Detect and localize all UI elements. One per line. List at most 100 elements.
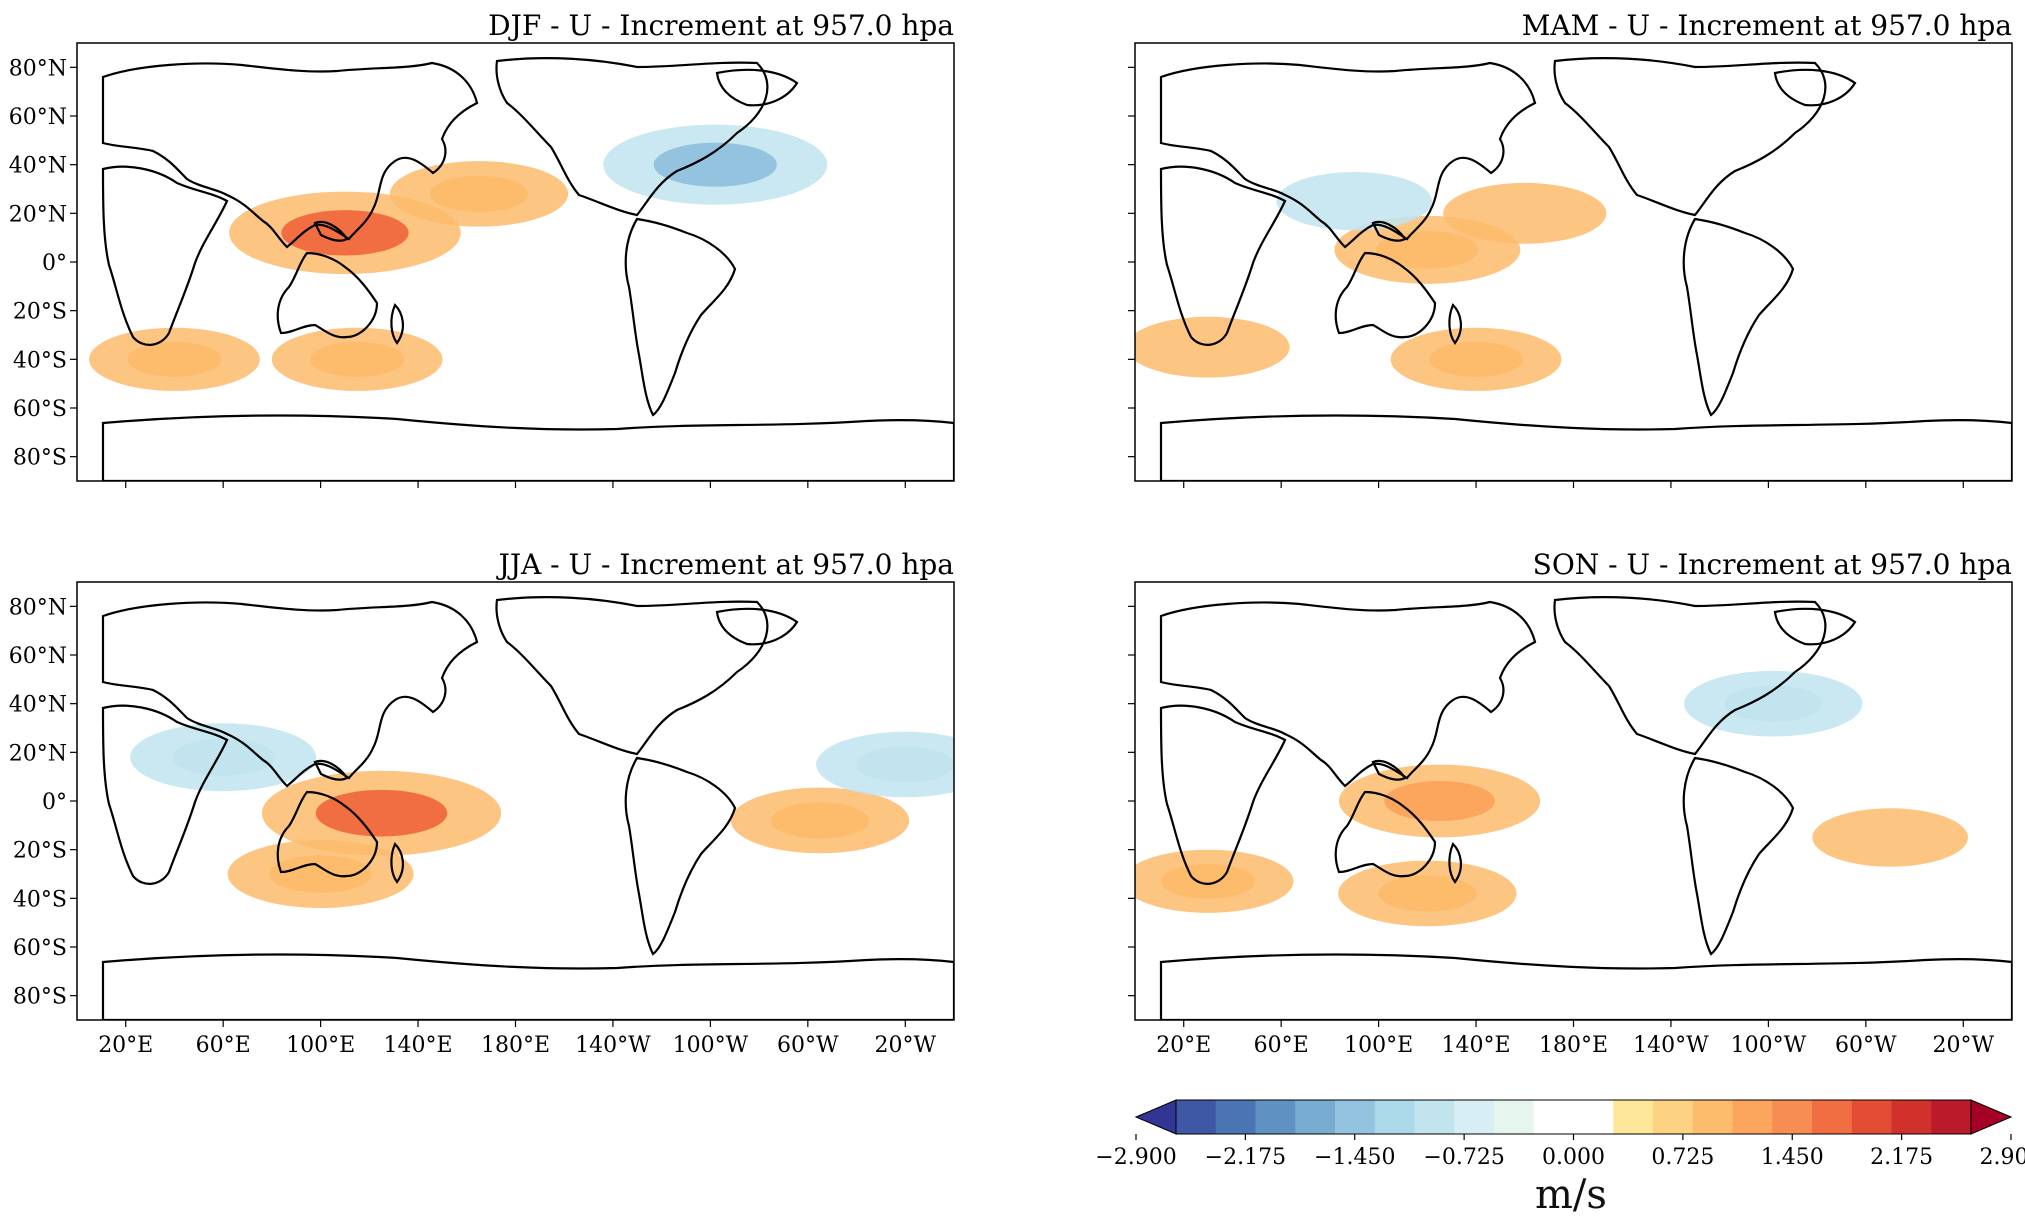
colorbar-segment: [1176, 1100, 1217, 1134]
colorbar-extend-low: [1134, 1099, 1177, 1135]
colorbar-segment: [1692, 1100, 1733, 1134]
colorbar-segment: [1732, 1100, 1773, 1134]
increment-blob: [1812, 808, 1968, 867]
colorbar-segment: [1414, 1100, 1455, 1134]
lon-tick-label: 60°W: [1835, 1033, 1897, 1058]
increment-field: [1135, 171, 1607, 391]
increment-blob: [1276, 171, 1433, 231]
lat-tick-label: 60°S: [13, 936, 67, 961]
panel-title: DJF - U - Increment at 957.0 hpa: [488, 9, 954, 42]
colorbar-extend-high: [1970, 1099, 2013, 1135]
panel-title: SON - U - Increment at 957.0 hpa: [1533, 548, 2012, 581]
increment-core: [429, 175, 529, 212]
lat-tick-label: 60°N: [9, 644, 67, 669]
lat-tick-label: 20°S: [13, 300, 67, 325]
lon-tick-label: 140°E: [1442, 1033, 1511, 1058]
increment-core: [653, 142, 777, 187]
lat-tick-label: 60°S: [13, 397, 67, 422]
increment-core: [281, 210, 409, 256]
lon-tick-label: 20°E: [1156, 1033, 1211, 1058]
increment-field: [130, 723, 954, 908]
colorbar-segment: [1454, 1100, 1495, 1134]
colorbar-tick-label: 1.450: [1761, 1145, 1824, 1170]
colorbar-tick-label: 0.725: [1651, 1145, 1714, 1170]
lon-tick-label: 100°W: [1731, 1033, 1807, 1058]
colorbar-segment: [1931, 1100, 1972, 1134]
increment-core: [1724, 685, 1823, 722]
lon-tick-label: 140°E: [384, 1033, 453, 1058]
lon-tick-label: 140°W: [1633, 1033, 1709, 1058]
lon-tick-label: 60°W: [777, 1033, 839, 1058]
lon-tick-label: 20°E: [98, 1033, 153, 1058]
lat-tick-label: 20°N: [9, 202, 67, 227]
colorbar-segment: [1533, 1100, 1574, 1134]
colorbar-segment: [1613, 1100, 1654, 1134]
colorbar-segment: [1335, 1100, 1376, 1134]
colorbar-segment: [1295, 1100, 1336, 1134]
lon-tick-label: 100°E: [1344, 1033, 1413, 1058]
lat-tick-label: 80°N: [9, 595, 67, 620]
lat-tick-label: 0°: [42, 790, 67, 815]
increment-core: [310, 341, 405, 377]
colorbar-segment: [1255, 1100, 1296, 1134]
map-background: [77, 43, 954, 481]
map-background: [1135, 43, 2012, 481]
colorbar-tick-label: −1.450: [1314, 1145, 1395, 1170]
increment-core: [1376, 231, 1479, 269]
increment-core: [856, 746, 954, 783]
colorbar-segment: [1891, 1100, 1932, 1134]
lat-tick-label: 20°N: [9, 741, 67, 766]
colorbar-tick-label: −2.900: [1095, 1145, 1176, 1170]
lon-tick-label: 140°W: [575, 1033, 651, 1058]
increment-blob: [1135, 316, 1290, 378]
lat-tick-label: 80°N: [9, 56, 67, 81]
lon-tick-label: 100°W: [673, 1033, 749, 1058]
lat-tick-label: 80°S: [13, 985, 67, 1010]
panel-title: MAM - U - Increment at 957.0 hpa: [1522, 9, 2012, 42]
colorbar-segment: [1812, 1100, 1853, 1134]
increment-field: [1135, 670, 1968, 927]
lon-tick-label: 100°E: [286, 1033, 355, 1058]
map-background: [1135, 582, 2012, 1020]
lat-tick-label: 20°S: [13, 839, 67, 864]
colorbar-segment: [1653, 1100, 1694, 1134]
increment-core: [315, 789, 448, 837]
map-panel-jja: JJA - U - Increment at 957.0 hpa 80°N 60°N…: [9, 548, 955, 1058]
lon-tick-label: 60°E: [1254, 1033, 1309, 1058]
lon-tick-label: 20°W: [874, 1033, 936, 1058]
colorbar-tick-label: 2.175: [1870, 1145, 1933, 1170]
colorbar-tick-label: 0.000: [1542, 1145, 1605, 1170]
increment-core: [269, 855, 372, 893]
map-panel-mam: MAM - U - Increment at 957.0 hpa: [1128, 9, 2013, 488]
increment-core: [1429, 341, 1524, 377]
increment-core: [1161, 863, 1256, 899]
lat-tick-label: 40°N: [9, 154, 67, 179]
colorbar-segment: [1772, 1100, 1813, 1134]
lon-tick-label: 60°E: [196, 1033, 251, 1058]
colorbar-tick-label: 2.900: [1980, 1145, 2025, 1170]
panel-title: JJA - U - Increment at 957.0 hpa: [496, 548, 954, 581]
lon-tick-label: 180°E: [1539, 1033, 1608, 1058]
colorbar-tick-label: −0.725: [1423, 1145, 1504, 1170]
increment-blob: [1443, 182, 1607, 244]
increment-core: [770, 802, 870, 839]
lat-tick-label: 60°N: [9, 105, 67, 130]
colorbar-segment: [1573, 1100, 1614, 1134]
lon-tick-label: 20°W: [1932, 1033, 1994, 1058]
increment-core: [1384, 780, 1495, 822]
colorbar-segment: [1215, 1100, 1256, 1134]
lat-tick-label: 40°N: [9, 693, 67, 718]
colorbar: −2.900 −2.175 −1.450 −0.725 0.000 0.725 1.450 2…: [1095, 1099, 2025, 1170]
increment-core: [127, 341, 222, 377]
map-panel-son: SON - U - Increment at 957.0 hpa 20°E 60°E…: [1128, 548, 2013, 1058]
colorbar-segment: [1494, 1100, 1535, 1134]
lat-tick-label: 80°S: [13, 446, 67, 471]
colorbar-segment: [1374, 1100, 1415, 1134]
lat-tick-label: 40°S: [13, 887, 67, 912]
colorbar-unit: m/s: [1535, 1172, 1607, 1218]
lat-tick-label: 0°: [42, 251, 67, 276]
lon-tick-label: 180°E: [481, 1033, 550, 1058]
colorbar-tick-label: −2.175: [1205, 1145, 1286, 1170]
map-panel-djf: DJF - U - Increment at 957.0 hpa 80°N 60°N…: [9, 9, 955, 488]
